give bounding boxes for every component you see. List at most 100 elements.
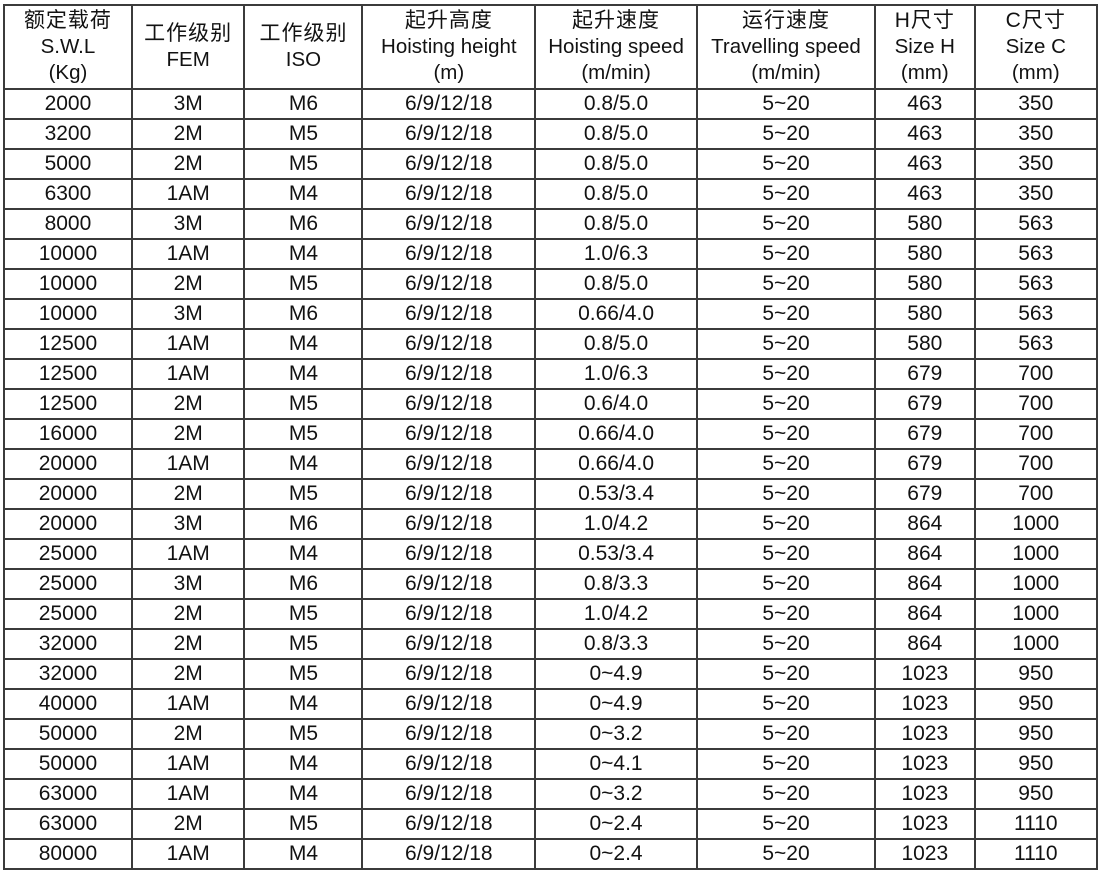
table-cell: 63000 [3, 808, 133, 840]
table-cell: 32000 [3, 658, 133, 690]
table-cell: 25000 [3, 538, 133, 570]
table-cell: 1.0/4.2 [534, 508, 698, 540]
table-row: 10000 3M M6 6/9/12/18 0.66/4.0 5~20 580 563 [3, 298, 1099, 330]
table-cell: 10000 [3, 268, 133, 300]
table-cell: 50000 [3, 718, 133, 750]
table-row: 12500 1AM M4 6/9/12/18 1.0/6.3 5~20 679 700 [3, 358, 1099, 390]
table-cell: M4 [243, 328, 364, 360]
table-row: 10000 2M M5 6/9/12/18 0.8/5.0 5~20 580 563 [3, 268, 1099, 300]
table-cell: M6 [243, 568, 364, 600]
table-cell: 463 [874, 118, 976, 150]
table-cell: 5~20 [695, 268, 877, 300]
table-cell: 0.8/3.3 [534, 568, 698, 600]
table-cell: 463 [874, 88, 976, 120]
table-cell: 580 [874, 328, 976, 360]
table-cell: 12500 [3, 358, 133, 390]
table-cell: 5~20 [695, 568, 877, 600]
header-line: ISO [285, 48, 322, 71]
table-cell: 0~3.2 [534, 778, 698, 810]
column-header: H尺寸 Size H (mm) [874, 4, 976, 90]
table-cell: 2M [130, 598, 246, 630]
table-cell: 1AM [130, 748, 246, 780]
table-cell: 5~20 [695, 328, 877, 360]
table-cell: 6/9/12/18 [361, 478, 537, 510]
table-cell: M4 [243, 238, 364, 270]
table-cell: 63000 [3, 778, 133, 810]
table-cell: 350 [973, 178, 1099, 210]
table-cell: 1AM [130, 358, 246, 390]
table-row: 8000 3M M6 6/9/12/18 0.8/5.0 5~20 580 563 [3, 208, 1099, 240]
column-header: 工作级别 ISO [243, 4, 364, 90]
table-cell: 0.8/5.0 [534, 268, 698, 300]
table-row: 10000 1AM M4 6/9/12/18 1.0/6.3 5~20 580 563 [3, 238, 1099, 270]
header-row: 额定载荷 S.W.L (Kg) 工作级别 FEM 工作级别 ISO 起升高度 Hoisting … [3, 4, 1099, 90]
table-cell: M5 [243, 148, 364, 180]
table-row: 50000 2M M5 6/9/12/18 0~3.2 5~20 1023 950 [3, 718, 1099, 750]
column-header: 起升高度 Hoisting height (m) [361, 4, 537, 90]
table-cell: 950 [973, 688, 1099, 720]
table-cell: 3M [130, 298, 246, 330]
table-row: 63000 2M M5 6/9/12/18 0~2.4 5~20 1023 1110 [3, 808, 1099, 840]
table-cell: 5~20 [695, 358, 877, 390]
table-cell: 1023 [874, 778, 976, 810]
header-line: 运行速度 [742, 9, 830, 32]
table-cell: 1AM [130, 778, 246, 810]
table-cell: M5 [243, 658, 364, 690]
table-cell: 5~20 [695, 178, 877, 210]
table-cell: 350 [973, 88, 1099, 120]
table-cell: 0.8/5.0 [534, 328, 698, 360]
table-cell: 5~20 [695, 838, 877, 870]
header-line: (m) [433, 61, 465, 84]
table-row: 25000 1AM M4 6/9/12/18 0.53/3.4 5~20 864 1000 [3, 538, 1099, 570]
table-cell: 6300 [3, 178, 133, 210]
table-cell: 0.66/4.0 [534, 448, 698, 480]
table-cell: 0~2.4 [534, 838, 698, 870]
table-cell: 563 [973, 208, 1099, 240]
table-cell: 0.8/5.0 [534, 148, 698, 180]
table-cell: 5~20 [695, 448, 877, 480]
table-cell: 1110 [973, 838, 1099, 870]
table-cell: 2M [130, 628, 246, 660]
table-cell: 2M [130, 478, 246, 510]
header-line: H尺寸 [894, 9, 955, 32]
table-cell: 700 [973, 448, 1099, 480]
table-cell: 0~2.4 [534, 808, 698, 840]
table-cell: 6/9/12/18 [361, 208, 537, 240]
table-cell: 6/9/12/18 [361, 808, 537, 840]
table-cell: 5~20 [695, 718, 877, 750]
table-cell: 950 [973, 658, 1099, 690]
table-cell: 1023 [874, 688, 976, 720]
header-line: FEM [166, 48, 210, 71]
table-cell: 5~20 [695, 298, 877, 330]
header-line: Hoisting height [381, 35, 517, 58]
table-cell: 1000 [973, 568, 1099, 600]
table-cell: 16000 [3, 418, 133, 450]
table-cell: 3M [130, 508, 246, 540]
table-cell: 5~20 [695, 808, 877, 840]
table-cell: 0.8/5.0 [534, 208, 698, 240]
table-cell: 6/9/12/18 [361, 688, 537, 720]
table-cell: 2M [130, 658, 246, 690]
table-cell: 6/9/12/18 [361, 148, 537, 180]
column-header: 起升速度 Hoisting speed (m/min) [534, 4, 698, 90]
table-cell: 950 [973, 778, 1099, 810]
table-cell: 700 [973, 358, 1099, 390]
header-line: C尺寸 [1005, 9, 1066, 32]
table-cell: M5 [243, 388, 364, 420]
table-cell: 2M [130, 118, 246, 150]
table-cell: 864 [874, 628, 976, 660]
table-cell: 563 [973, 268, 1099, 300]
table-cell: 1AM [130, 688, 246, 720]
header-line: S.W.L [40, 35, 96, 58]
table-cell: 1AM [130, 538, 246, 570]
header-line: Size H [894, 35, 955, 58]
table-cell: 12500 [3, 388, 133, 420]
table-cell: 25000 [3, 568, 133, 600]
table-row: 32000 2M M5 6/9/12/18 0~4.9 5~20 1023 950 [3, 658, 1099, 690]
header-line: (mm) [1011, 61, 1060, 84]
table-row: 16000 2M M5 6/9/12/18 0.66/4.0 5~20 679 700 [3, 418, 1099, 450]
table-cell: 6/9/12/18 [361, 298, 537, 330]
table-cell: 864 [874, 568, 976, 600]
table-cell: 3200 [3, 118, 133, 150]
table-cell: 1023 [874, 718, 976, 750]
